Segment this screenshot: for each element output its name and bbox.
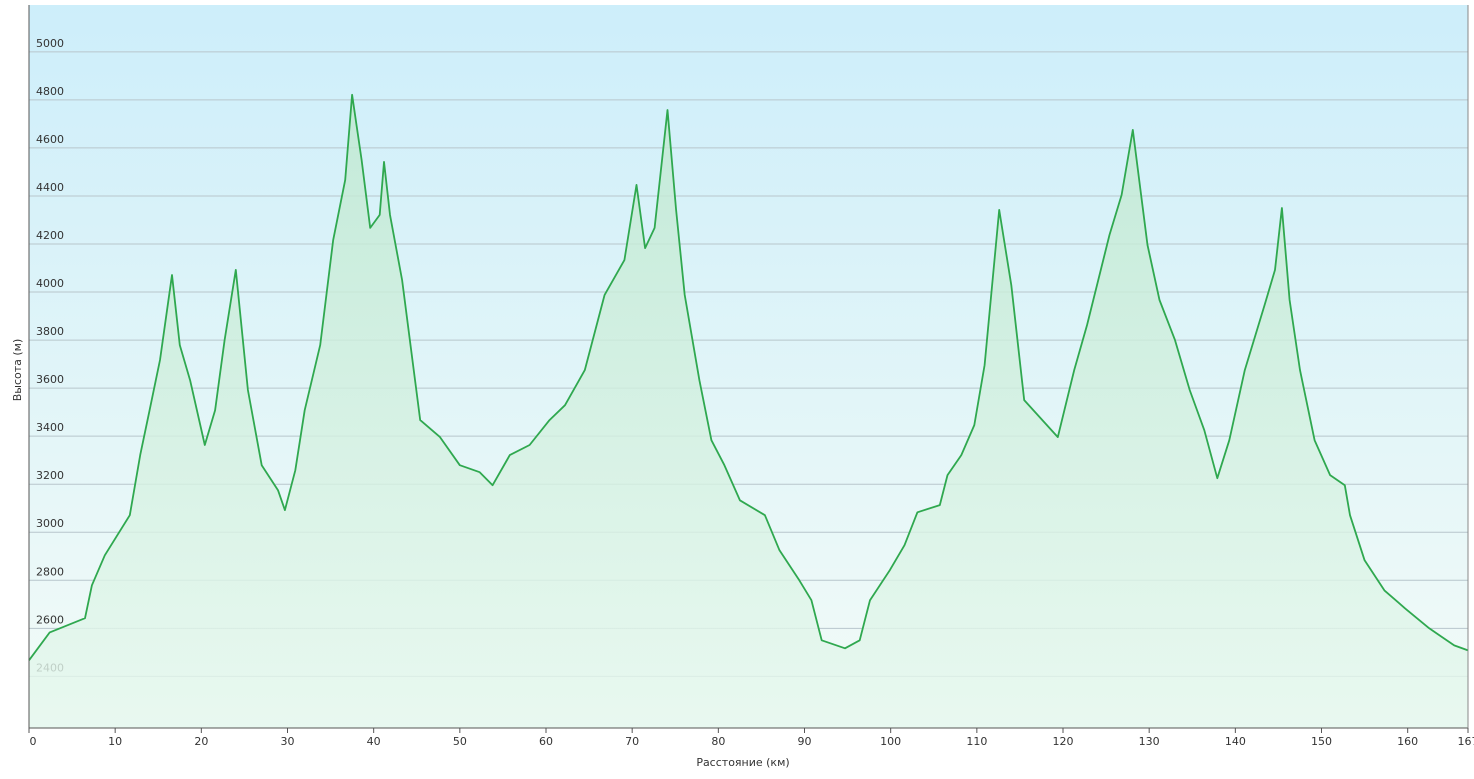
y-tick-label: 3400 [36,421,64,434]
x-tick-label: 60 [539,735,553,748]
x-tick-label: 0 [30,735,37,748]
y-tick-label: 4600 [36,133,64,146]
y-tick-label: 4000 [36,277,64,290]
x-tick-label: 90 [798,735,812,748]
x-tick-label: 160 [1397,735,1418,748]
y-tick-label: 3000 [36,517,64,530]
x-tick-label: 80 [711,735,725,748]
y-tick-label: 2600 [36,613,64,626]
x-axis-title: Расстояние (км) [696,756,789,769]
x-tick-label: 130 [1139,735,1160,748]
y-tick-label: 3800 [36,325,64,338]
x-tick-label: 120 [1053,735,1074,748]
y-tick-label: 3200 [36,469,64,482]
x-tick-label: 140 [1225,735,1246,748]
x-tick-label: 110 [966,735,987,748]
area-fill [29,94,1468,729]
y-tick-label: 4400 [36,181,64,194]
x-tick-label: 10 [108,735,122,748]
y-tick-label: 4200 [36,229,64,242]
x-tick-label: 40 [367,735,381,748]
x-tick-label: 30 [281,735,295,748]
y-tick-label: 4800 [36,85,64,98]
y-tick-label: 3600 [36,373,64,386]
y-tick-label: 5000 [36,37,64,50]
x-tick-label: 50 [453,735,467,748]
x-tick-label: 150 [1311,735,1332,748]
y-axis-title: Высота (м) [11,339,24,402]
x-tick-label: 20 [194,735,208,748]
x-tick-label: 70 [625,735,639,748]
elevation-line [28,93,1469,661]
x-tick-label: 167 [1458,735,1474,748]
y-tick-label: 2800 [36,565,64,578]
x-tick-label: 100 [880,735,901,748]
